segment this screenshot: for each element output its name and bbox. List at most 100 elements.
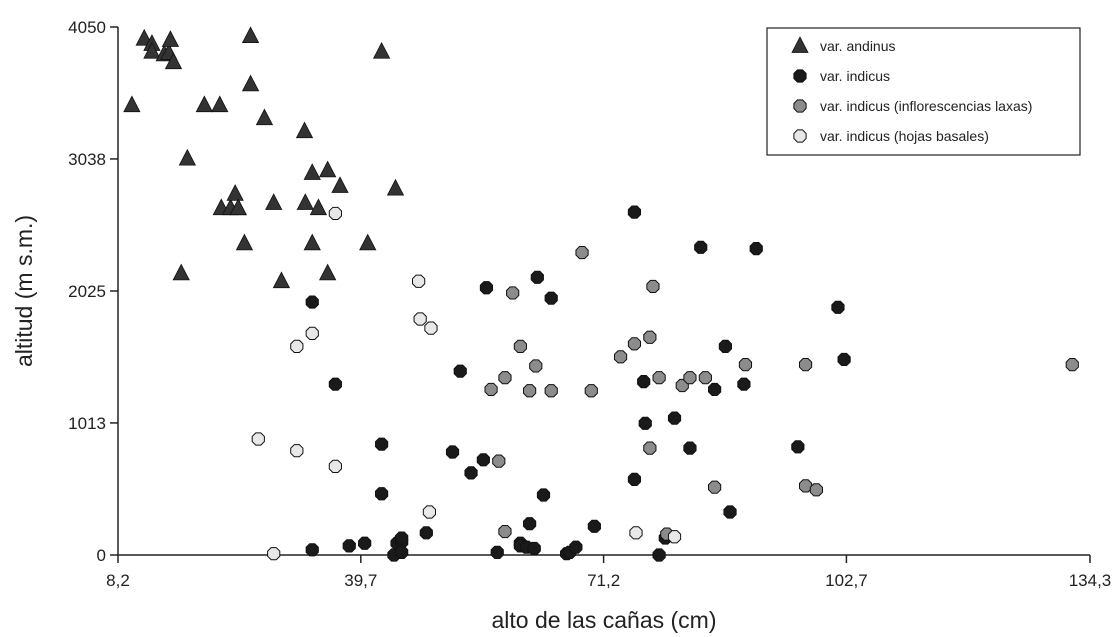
data-point — [1065, 358, 1079, 372]
data-point — [527, 541, 541, 556]
data-point — [290, 444, 304, 458]
data-point — [453, 364, 467, 378]
data-point — [164, 52, 183, 70]
data-point — [627, 472, 642, 486]
data-point — [629, 526, 643, 540]
data-point — [305, 295, 319, 309]
data-point — [646, 279, 660, 294]
series-3 — [484, 245, 1079, 541]
data-point — [627, 205, 642, 219]
data-point — [738, 358, 753, 372]
data-point — [375, 437, 389, 451]
data-point — [492, 454, 506, 468]
data-point — [809, 483, 823, 497]
y-tick-label: 4050 — [68, 18, 106, 37]
data-point — [359, 233, 377, 251]
data-point — [386, 178, 405, 196]
data-point — [513, 339, 527, 354]
y-tick-label: 2025 — [68, 282, 106, 301]
legend-item: var. indicus — [793, 68, 890, 84]
data-point — [251, 432, 265, 446]
legend-marker — [793, 99, 807, 113]
x-tick-label: 8,2 — [106, 571, 130, 590]
data-point — [178, 148, 197, 166]
data-point — [296, 193, 314, 210]
data-point — [143, 41, 161, 59]
data-point — [395, 545, 409, 559]
data-point — [652, 548, 666, 562]
legend-label: var. indicus (hojas basales) — [820, 128, 989, 144]
data-point — [723, 505, 737, 519]
data-point — [584, 384, 598, 398]
data-point — [255, 108, 274, 126]
data-point — [328, 377, 342, 391]
legend-items: var. andinus var. indicus var. indicus (in… — [791, 36, 1032, 144]
data-point — [718, 339, 732, 354]
y-tick-label: 3038 — [68, 150, 106, 169]
legend-label: var. andinus — [820, 38, 896, 54]
data-point — [575, 245, 589, 260]
data-point — [683, 441, 697, 455]
data-point — [161, 30, 180, 47]
data-point — [331, 176, 349, 193]
data-point — [479, 281, 494, 295]
x-tick-label: 102,7 — [825, 571, 868, 590]
data-point — [319, 263, 337, 281]
legend-item: var. indicus (hojas basales) — [793, 128, 989, 144]
data-point — [506, 286, 520, 300]
data-points — [123, 26, 1079, 562]
data-point — [375, 487, 389, 501]
data-point — [544, 291, 558, 305]
y-ticks: 0 1013 2025 3038 4050 — [68, 18, 118, 565]
x-axis-title: alto de las cañas (cm) — [492, 607, 717, 633]
data-point — [652, 371, 666, 385]
data-point — [290, 339, 304, 354]
series-1 — [123, 26, 405, 289]
data-point — [172, 263, 190, 281]
data-point — [683, 371, 697, 385]
data-point — [544, 384, 558, 398]
data-point — [837, 352, 851, 367]
y-tick-label: 1013 — [68, 414, 106, 433]
data-point — [123, 95, 141, 113]
data-point — [587, 519, 601, 533]
data-point — [530, 270, 544, 284]
data-point — [523, 517, 537, 531]
data-point — [667, 411, 682, 425]
x-tick-label: 71,2 — [587, 571, 620, 590]
data-point — [267, 547, 281, 561]
data-point — [295, 121, 314, 139]
data-point — [424, 321, 438, 335]
data-point — [272, 271, 291, 289]
data-point — [708, 480, 722, 494]
data-point — [498, 371, 512, 385]
data-point — [226, 184, 244, 201]
data-point — [569, 540, 583, 554]
legend-marker — [793, 129, 807, 143]
x-tick-label: 39,7 — [344, 571, 377, 590]
x-tick-label: 134,3 — [1069, 571, 1112, 590]
data-point — [195, 95, 213, 113]
data-point — [445, 445, 460, 459]
data-point — [422, 505, 437, 519]
data-point — [484, 382, 498, 397]
legend-marker — [791, 36, 809, 53]
series-4 — [251, 206, 682, 561]
data-point — [235, 233, 254, 251]
data-point — [523, 384, 537, 398]
data-point — [413, 312, 427, 326]
data-point — [319, 160, 337, 178]
data-point — [476, 453, 490, 467]
data-point — [229, 198, 247, 216]
data-point — [529, 359, 543, 373]
y-tick-label: 0 — [97, 546, 106, 565]
data-point — [328, 206, 342, 221]
data-point — [798, 358, 813, 372]
data-point — [698, 371, 712, 385]
x-ticks: 8,2 39,7 71,2 102,7 134,3 — [106, 555, 1111, 590]
data-point — [798, 479, 813, 493]
data-point — [372, 41, 391, 59]
data-point — [211, 95, 229, 113]
legend-marker — [793, 69, 807, 83]
y-axis-title: altitud (m s.m.) — [11, 215, 37, 367]
